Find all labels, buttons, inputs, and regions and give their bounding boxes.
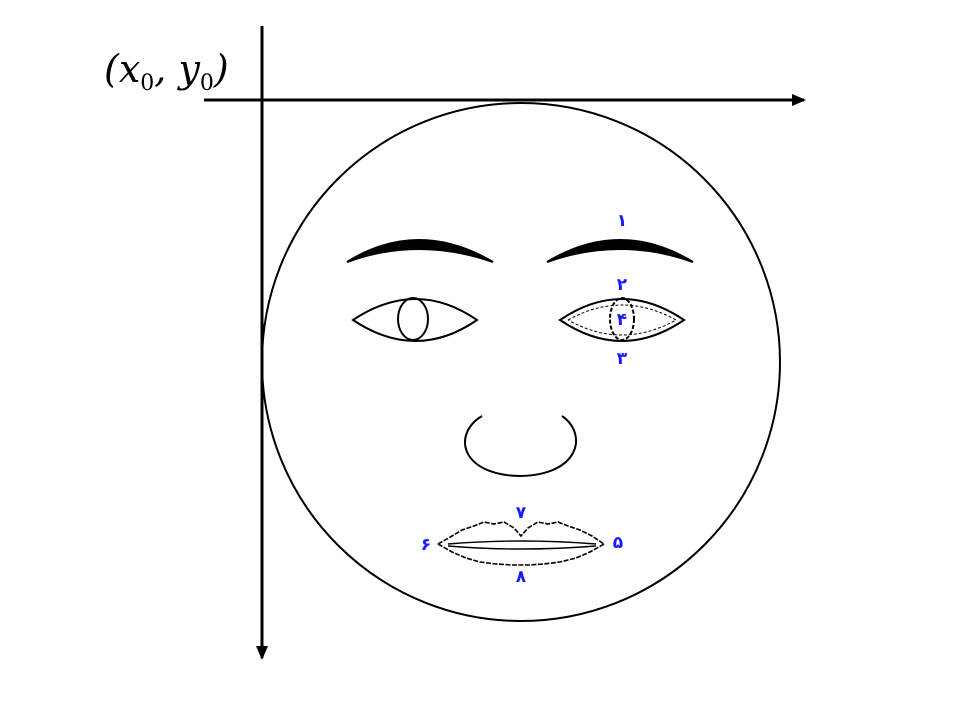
face-outline <box>261 102 781 622</box>
left-eye <box>351 298 479 342</box>
origin-y-symbol: y <box>176 47 200 91</box>
left-eyebrow <box>346 239 494 263</box>
nose <box>464 415 577 478</box>
left-iris <box>397 297 429 341</box>
origin-close-paren: ) <box>213 47 229 91</box>
origin-x-subscript: 0 <box>140 71 154 96</box>
right-eye <box>558 298 686 342</box>
origin-x-symbol: x <box>119 47 140 91</box>
point-label-8: ۸ <box>516 567 527 587</box>
point-label-2: ۲ <box>617 275 628 295</box>
right-iris <box>609 297 635 341</box>
origin-y-subscript: 0 <box>200 71 214 96</box>
point-label-7: ۷ <box>516 503 527 523</box>
point-label-6: ۶ <box>421 535 431 555</box>
lip-line-lower <box>447 545 597 550</box>
origin-open-paren: ( <box>104 47 120 91</box>
origin-comma: , <box>154 47 178 91</box>
upper-lip <box>437 521 605 545</box>
origin-label: (x0, y0) <box>104 47 229 96</box>
lip-line-upper <box>447 540 597 545</box>
lower-lip <box>437 543 605 566</box>
point-label-3: ۳ <box>617 349 628 369</box>
right-eyebrow <box>546 239 694 263</box>
right-eye-trace <box>567 304 678 336</box>
point-label-4: ۴ <box>617 310 627 330</box>
point-label-5: ۵ <box>613 533 623 553</box>
point-label-1: ۱ <box>617 211 627 231</box>
